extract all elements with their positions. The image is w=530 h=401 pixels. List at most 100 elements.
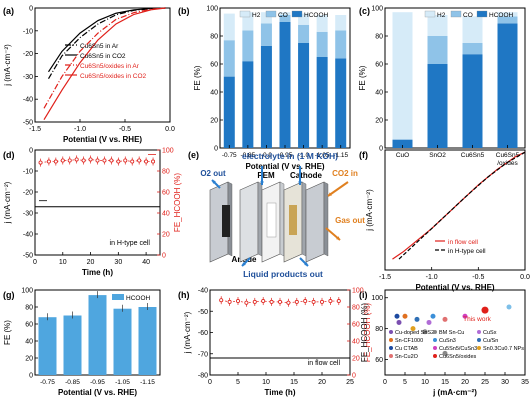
bar <box>63 315 82 375</box>
x-axis-label: Potential (V vs. RHE) <box>63 135 142 144</box>
scatter-point <box>414 316 420 322</box>
y-tick-label: 60 <box>25 322 33 329</box>
x-tick-label: -1.05 <box>115 379 130 386</box>
bar <box>242 30 254 62</box>
bar <box>113 308 132 375</box>
legend-swatch <box>433 354 437 358</box>
fe-point <box>81 158 86 163</box>
arrow-head <box>328 192 332 196</box>
fe-point <box>109 158 114 163</box>
series-line <box>47 7 166 73</box>
series-line <box>43 7 166 121</box>
legend-swatch <box>291 10 303 18</box>
x-tick-label: 5 <box>403 379 407 386</box>
bar <box>427 15 448 36</box>
bar <box>223 13 235 41</box>
fe-point <box>235 299 240 304</box>
anode-electrode <box>222 205 230 237</box>
y-tick-label: 100 <box>371 295 383 302</box>
legend-label: Cu5Sn5/CuSn3 <box>439 346 477 352</box>
scatter-point <box>442 350 448 356</box>
legend-swatch <box>389 338 393 342</box>
y-tick-label: -40 <box>198 288 208 295</box>
y-axis-label: FE (%) <box>193 65 202 90</box>
scatter-point <box>402 313 408 319</box>
bar <box>462 54 483 149</box>
cell-plate-edge <box>257 181 263 257</box>
x-tick-label: 15 <box>290 379 298 386</box>
legend-swatch <box>477 346 481 350</box>
x-tick-label: 20 <box>318 379 326 386</box>
diagram-label: PEM <box>257 171 275 180</box>
legend-swatch <box>265 10 277 18</box>
y2-tick-label: 60 <box>162 190 170 197</box>
y2-tick-label: 80 <box>162 169 170 176</box>
legend-label: CO <box>463 12 473 19</box>
fe-point <box>261 299 266 304</box>
fe-point <box>336 299 341 304</box>
fe-point <box>144 159 149 164</box>
legend-label: Cu/Sn <box>483 338 498 344</box>
y-tick-label: 80 <box>375 326 383 333</box>
x-tick-label: 10 <box>59 259 67 266</box>
y-tick-label: 80 <box>375 34 383 41</box>
y-tick-label: 0 <box>214 146 218 153</box>
diagram-label: electrolyte in (1 M KOH) <box>242 151 338 161</box>
x-tick-label: -0.9 <box>261 152 273 159</box>
panel-label: (i) <box>359 290 368 300</box>
y-tick-label: -10 <box>23 169 33 176</box>
fe-point <box>53 159 58 164</box>
x-tick-label: 35 <box>521 379 529 386</box>
x-tick-label: /oxides <box>497 160 518 167</box>
legend-label: Cu6Sn5 in CO2 <box>80 53 126 60</box>
panel-label: (e) <box>188 150 199 160</box>
fe-point <box>319 299 324 304</box>
scatter-point <box>430 313 436 319</box>
annotation: This work <box>463 316 492 323</box>
y-tick-label: 100 <box>206 6 218 13</box>
bar <box>462 16 483 43</box>
panel-label: (d) <box>3 150 15 160</box>
legend-label: Cu CTAB <box>395 346 418 352</box>
arrow-head <box>260 181 264 185</box>
arrow-head <box>212 180 216 184</box>
y2-tick-label: 60 <box>352 322 360 329</box>
fe-point <box>219 298 224 303</box>
bar <box>392 139 413 148</box>
x-tick-label: 5 <box>236 379 240 386</box>
x-tick-label: -1.5 <box>379 274 391 281</box>
legend-label: Cu6Sn5 in Ar <box>80 43 119 50</box>
bar <box>88 295 107 375</box>
fe-point <box>88 157 93 162</box>
y-axis-label: j (mA·cm⁻²) <box>3 44 12 87</box>
panel-a-frame <box>34 7 171 123</box>
legend-label: CuSn3 <box>439 338 456 344</box>
bar <box>392 12 413 140</box>
legend-swatch <box>112 294 124 300</box>
legend-label: Cu6Sn5/oxides in Ar <box>80 63 140 70</box>
fe-point <box>38 160 43 165</box>
y-tick-label: 20 <box>210 118 218 125</box>
fe-point <box>311 299 316 304</box>
legend-swatch <box>389 330 393 334</box>
y-tick-label: -50 <box>198 309 208 316</box>
panel-label: (h) <box>178 290 190 300</box>
y-axis-label: FE_HCOOH (%) <box>173 173 182 232</box>
bar <box>497 23 518 148</box>
bar <box>497 16 518 24</box>
bar <box>242 12 254 31</box>
y-tick-label: 60 <box>210 62 218 69</box>
x-tick-label: -1.5 <box>29 126 41 133</box>
fe-point <box>303 299 308 304</box>
scatter-point <box>410 326 416 332</box>
bar <box>335 58 347 148</box>
y-tick-label: 60 <box>375 357 383 364</box>
arrow-head <box>336 236 340 240</box>
y-tick-label: -40 <box>23 97 33 104</box>
diagram-label: Cathode <box>290 171 323 180</box>
x-tick-label: CuO <box>396 152 409 159</box>
legend-swatch <box>477 330 481 334</box>
bar <box>260 12 272 24</box>
series-line <box>43 7 166 109</box>
y-axis-label: FE_HCOOH (%) <box>363 303 372 362</box>
